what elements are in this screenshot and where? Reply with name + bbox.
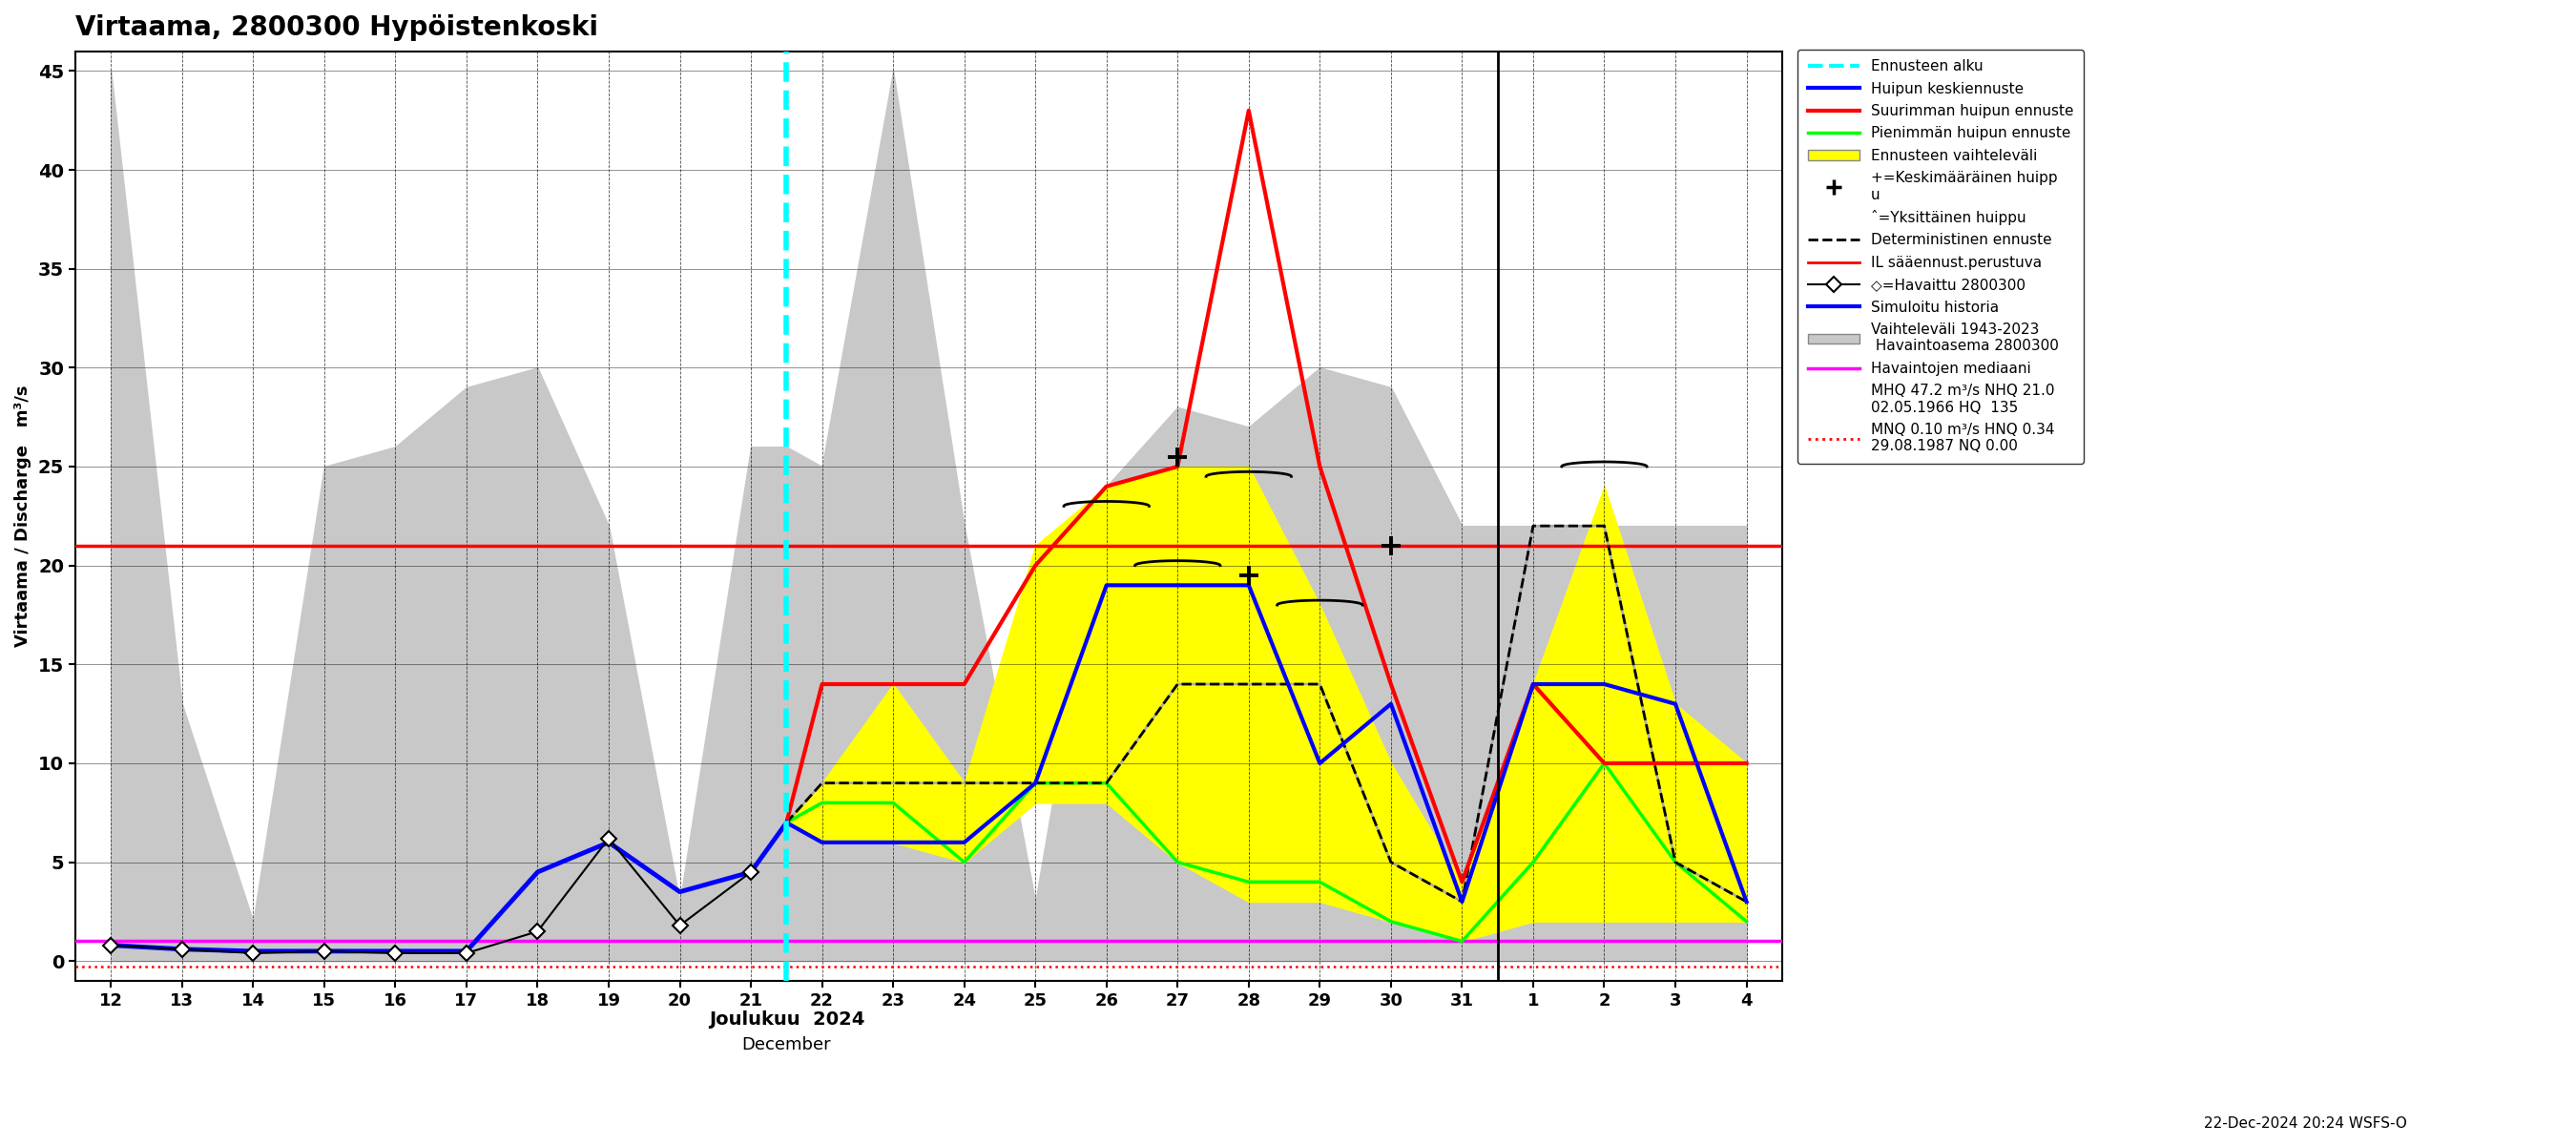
- Legend: Ennusteen alku, Huipun keskiennuste, Suurimman huipun ennuste, Pienimmän huipun : Ennusteen alku, Huipun keskiennuste, Suu…: [1798, 49, 2084, 464]
- Y-axis label: Virtaama / Discharge   m³/s: Virtaama / Discharge m³/s: [15, 385, 31, 647]
- Text: Virtaama, 2800300 Hypöistenkoski: Virtaama, 2800300 Hypöistenkoski: [75, 14, 598, 41]
- Text: December: December: [742, 1036, 832, 1053]
- Text: Joulukuu  2024: Joulukuu 2024: [708, 1011, 866, 1028]
- Text: 22-Dec-2024 20:24 WSFS-O: 22-Dec-2024 20:24 WSFS-O: [2205, 1116, 2406, 1131]
